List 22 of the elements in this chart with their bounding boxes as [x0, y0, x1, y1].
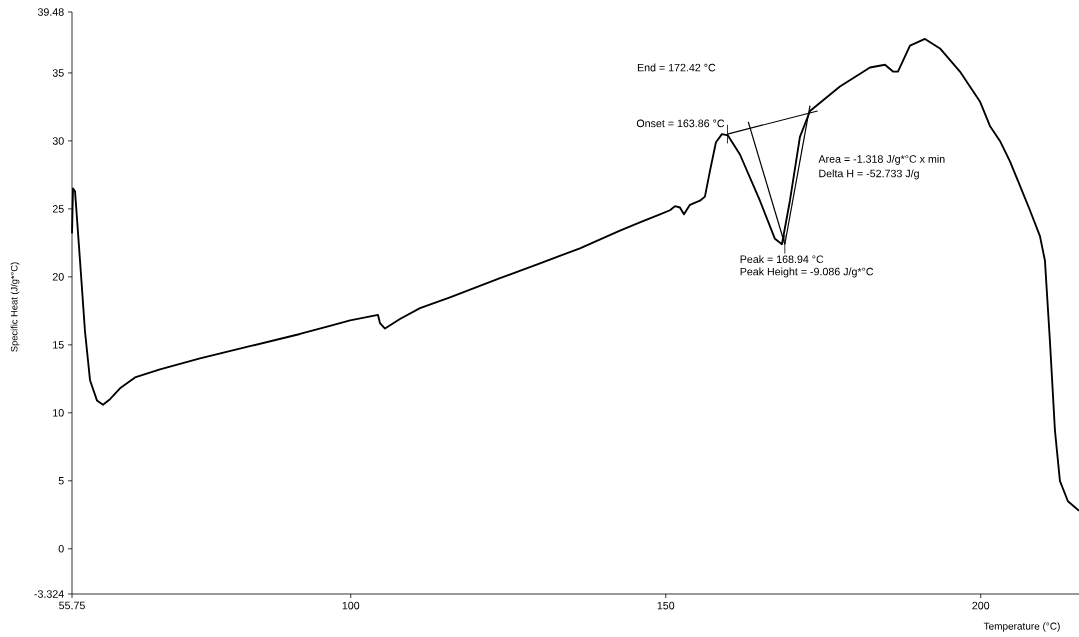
y-tick-label: 5	[58, 477, 64, 485]
x-axis-title: Temperature (°C)	[983, 622, 1060, 632]
annotation: Onset = 163.86 °C	[636, 119, 725, 128]
y-tick-label: 39.48	[37, 8, 64, 16]
annotation: Area = -1.318 J/g*°C x min	[818, 154, 945, 165]
y-tick-label: 0	[58, 545, 64, 553]
y-tick-label: 30	[52, 137, 64, 145]
annotation: End = 172.42 °C	[637, 63, 716, 72]
x-tick-label: 100	[342, 601, 360, 610]
x-tick-label: 200	[972, 601, 990, 610]
y-tick-label: 10	[53, 409, 64, 417]
annotation: Delta H = -52.733 J/g	[819, 169, 919, 180]
y-tick-label: 15	[53, 341, 64, 349]
y-tick-label: 35	[52, 69, 64, 77]
y-tick-label: 20	[52, 273, 64, 281]
annotation: Peak = 168.94 °C	[740, 255, 824, 263]
x-tick-label: 150	[657, 601, 675, 610]
x-tick-label: 55.75	[59, 601, 85, 610]
annotation: Peak Height = -9.086 J/g*°C	[740, 267, 874, 278]
y-tick-label: 25	[52, 205, 64, 213]
y-tick-label: -3.324	[34, 590, 64, 598]
y-axis-title: Specific Heat (J/g*°C)	[10, 262, 20, 352]
